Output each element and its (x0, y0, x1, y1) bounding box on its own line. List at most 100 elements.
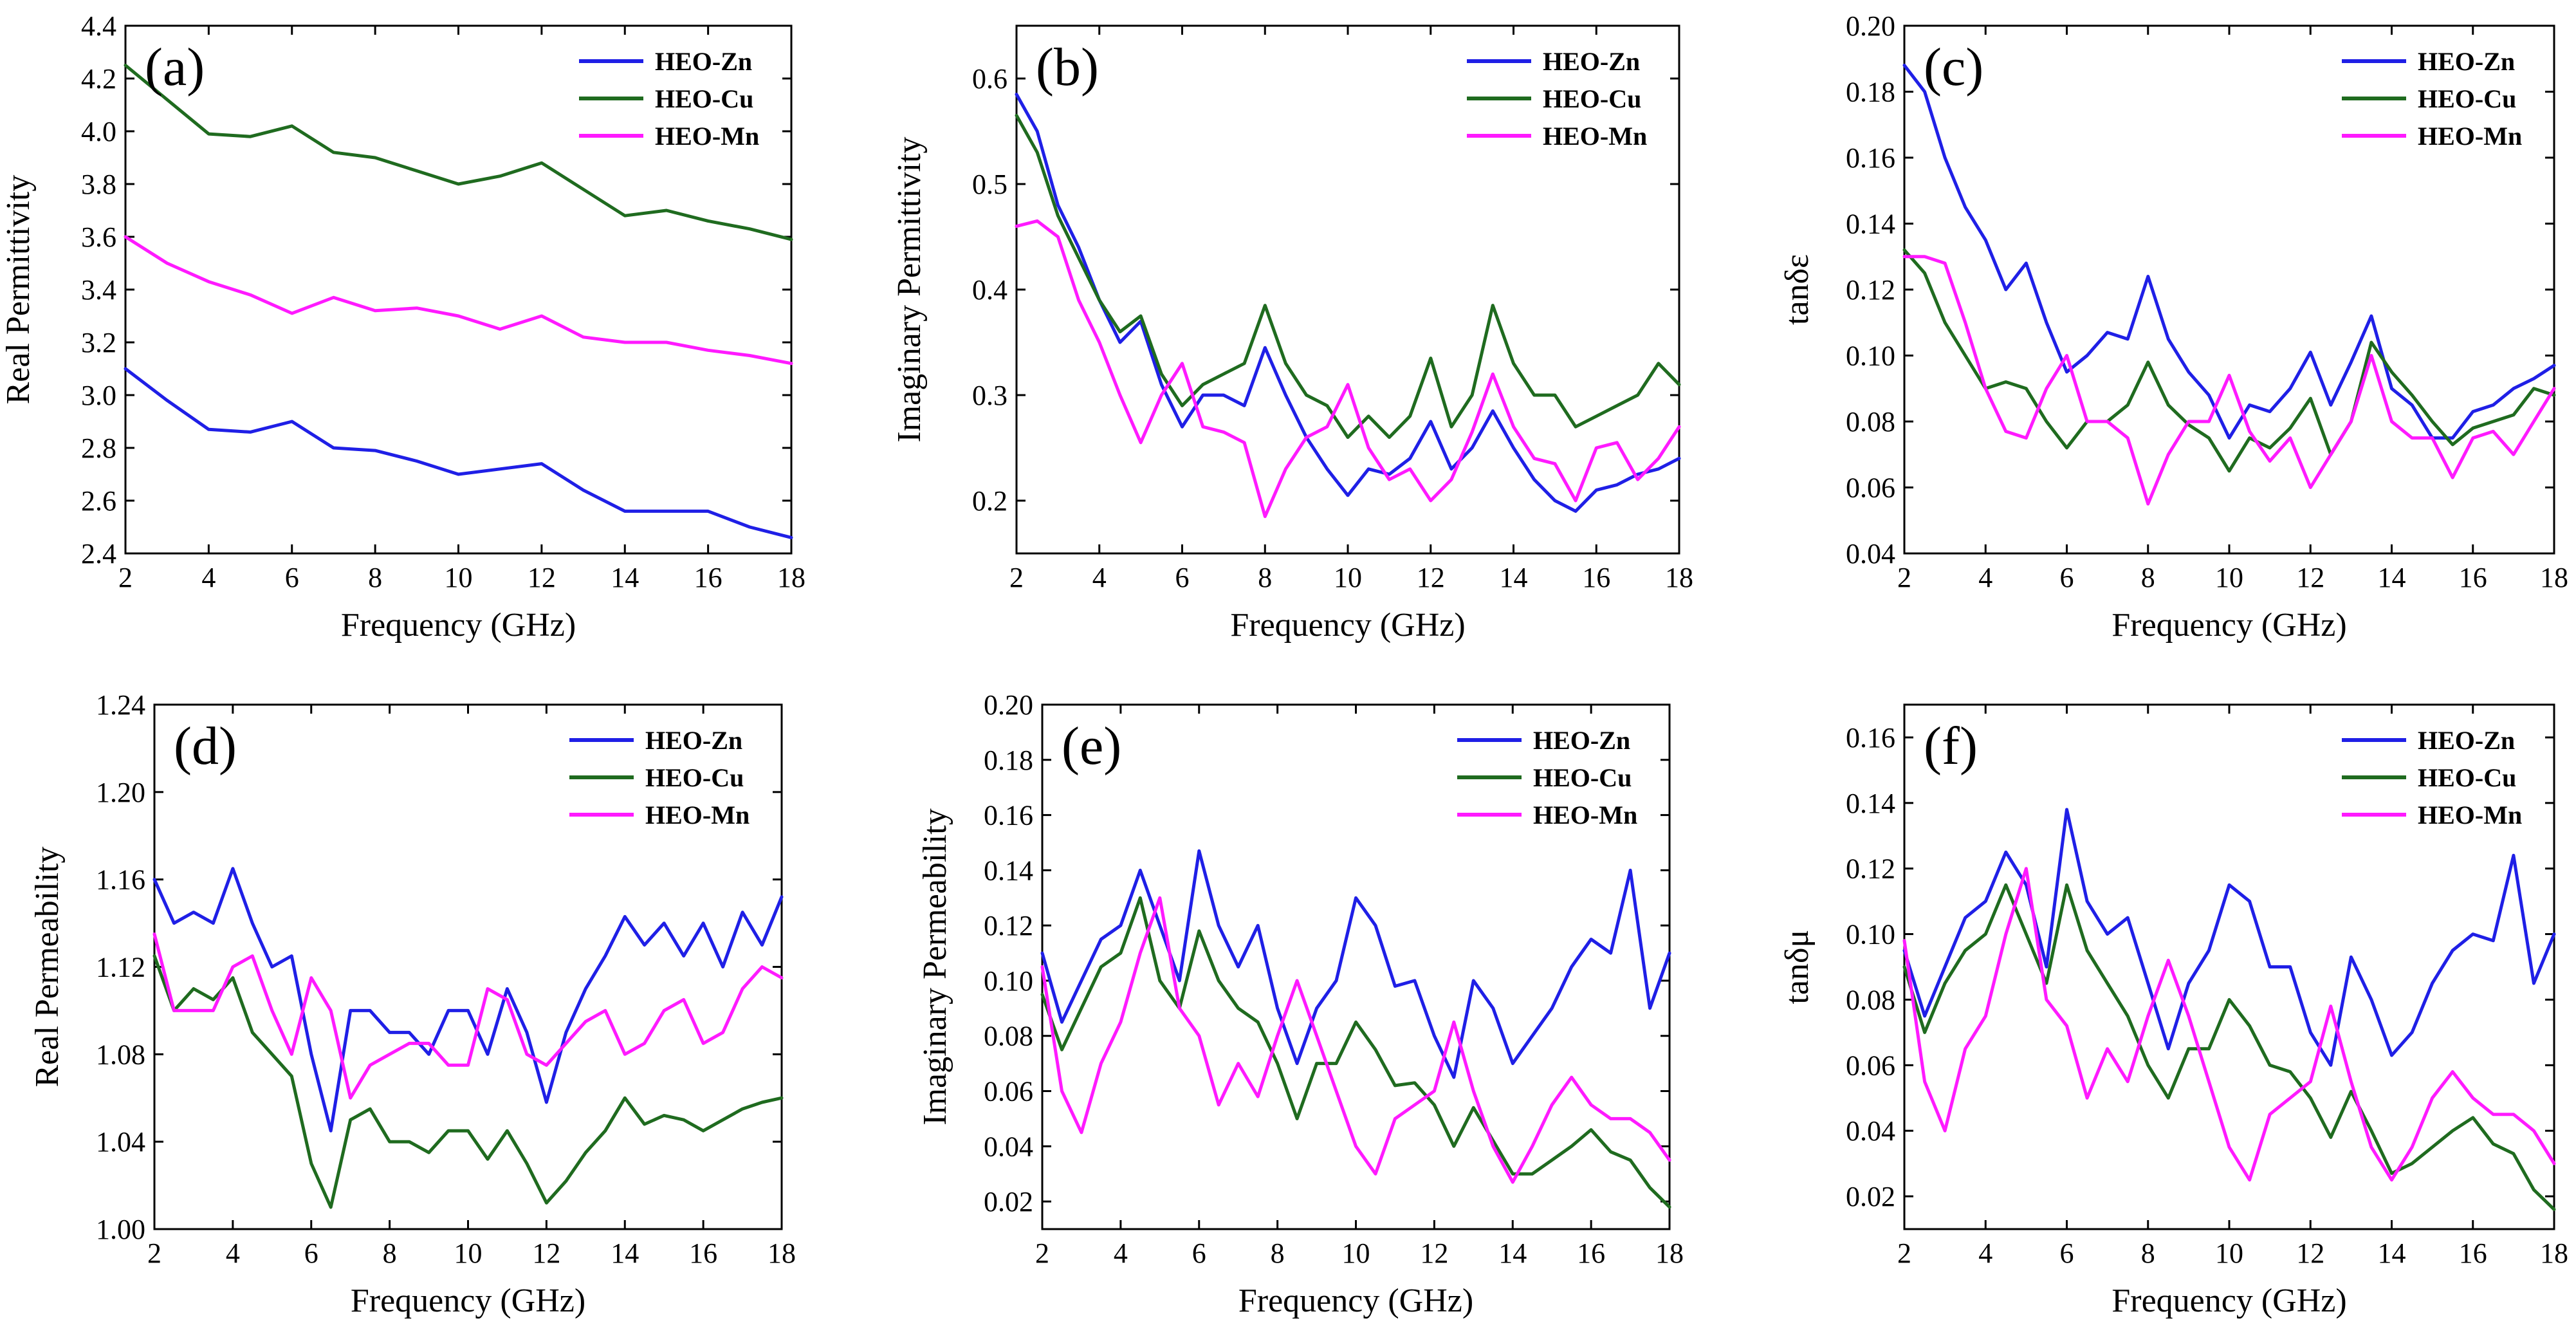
panel-label: (c) (1924, 37, 1983, 97)
y-tick-label: 0.12 (984, 910, 1033, 941)
series-line-heo-mn (1040, 896, 1671, 1184)
series-line-heo-cu (1902, 883, 2556, 1211)
y-tick-label: 0.06 (984, 1076, 1033, 1107)
x-axis-title: Frequency (GHz) (2111, 1283, 2346, 1319)
x-tick-label: 18 (1655, 1237, 1684, 1269)
chart-panel-4: 2 4 6 8 10 12 14 16 18 1.00 1.04 1.08 1.12 1.16 1.20 1.… (29, 689, 796, 1319)
x-tick-label: 4 (1978, 562, 1992, 593)
y-tick-label: 0.12 (1846, 274, 1895, 306)
series-line-heo-mn (152, 932, 784, 1100)
y-tick-label: 0.14 (1846, 208, 1895, 240)
series-line-heo-mn (1902, 867, 2556, 1182)
y-tick-label: 1.24 (96, 689, 145, 721)
x-tick-label: 18 (768, 1237, 796, 1269)
y-tick-label: 0.20 (1846, 10, 1895, 42)
series-line-heo-cu (1015, 113, 1681, 440)
x-tick-label: 18 (2540, 562, 2568, 593)
x-tick-label: 14 (611, 1237, 639, 1269)
y-tick-label: 4.0 (81, 116, 116, 147)
x-tick-label: 12 (528, 562, 556, 593)
series-line-heo-zn (124, 367, 793, 539)
x-tick-label: 16 (694, 562, 722, 593)
series-line-heo-cu (124, 64, 793, 241)
x-tick-label: 16 (1577, 1237, 1605, 1269)
x-tick-label: 10 (445, 562, 473, 593)
x-tick-label: 16 (1582, 562, 1610, 593)
x-tick-label: 2 (147, 1237, 161, 1269)
y-tick-label: 1.20 (96, 777, 145, 808)
y-tick-label: 0.2 (972, 485, 1007, 517)
x-axis-title: Frequency (GHz) (1230, 607, 1465, 644)
panel-label: (b) (1036, 37, 1099, 97)
series-line-heo-cu (1902, 248, 2556, 473)
y-tick-label: 2.4 (81, 538, 116, 570)
panel-label: (e) (1062, 716, 1121, 776)
legend-label: HEO-Mn (645, 801, 750, 829)
y-tick-label: 0.14 (1846, 788, 1895, 819)
y-tick-label: 0.08 (984, 1021, 1033, 1052)
y-tick-label: 1.12 (96, 952, 145, 983)
legend-label: HEO-Zn (2418, 47, 2515, 76)
y-tick-label: 0.06 (1846, 472, 1895, 504)
x-tick-label: 12 (1420, 1237, 1448, 1269)
x-tick-label: 14 (2378, 1237, 2406, 1269)
y-axis-title: Real Permeability (29, 846, 66, 1087)
x-tick-label: 14 (1500, 562, 1528, 593)
x-tick-label: 10 (1334, 562, 1362, 593)
x-axis-title: Frequency (GHz) (1238, 1283, 1473, 1319)
x-tick-label: 10 (454, 1237, 483, 1269)
x-tick-label: 8 (2141, 1237, 2155, 1269)
legend-label: HEO-Cu (645, 763, 744, 792)
series-line-heo-cu (152, 954, 784, 1209)
series-line-heo-cu (1040, 896, 1671, 1209)
y-tick-label: 0.08 (1846, 406, 1895, 438)
y-axis-title: tanδμ (1779, 930, 1816, 1005)
y-tick-label: 0.3 (972, 380, 1007, 411)
y-tick-label: 3.6 (81, 221, 116, 253)
series-line-heo-zn (1902, 808, 2556, 1067)
y-tick-label: 0.5 (972, 169, 1007, 200)
x-tick-label: 16 (2459, 1237, 2487, 1269)
y-tick-label: 1.16 (96, 864, 145, 896)
y-tick-label: 0.04 (1846, 538, 1895, 570)
x-tick-label: 2 (1035, 1237, 1049, 1269)
panel-label: (f) (1924, 716, 1978, 776)
y-tick-label: 0.08 (1846, 984, 1895, 1015)
y-tick-label: 0.16 (984, 800, 1033, 831)
y-tick-label: 0.18 (1846, 77, 1895, 108)
legend-label: HEO-Cu (1533, 763, 1632, 792)
x-tick-label: 8 (1271, 1237, 1285, 1269)
x-tick-label: 6 (2060, 1237, 2074, 1269)
x-tick-label: 4 (226, 1237, 240, 1269)
chart-panel-1: 2 4 6 8 10 12 14 16 18 2.4 2.6 2.8 3.0 3.2 3.4 3.6 3.8 4.… (0, 10, 805, 644)
legend-label: HEO-Cu (655, 84, 753, 113)
x-tick-label: 10 (1342, 1237, 1370, 1269)
legend-label: HEO-Mn (2418, 122, 2522, 151)
x-axis-title: Frequency (GHz) (2111, 607, 2346, 644)
x-tick-label: 6 (2060, 562, 2074, 593)
y-tick-label: 1.04 (96, 1126, 145, 1158)
x-axis-title: Frequency (GHz) (351, 1283, 585, 1319)
x-tick-label: 6 (285, 562, 299, 593)
legend-label: HEO-Mn (655, 122, 759, 151)
y-tick-label: 1.00 (96, 1214, 145, 1245)
legend-label: HEO-Zn (2418, 726, 2515, 755)
x-tick-label: 16 (2459, 562, 2487, 593)
x-tick-label: 14 (611, 562, 639, 593)
legend-label: HEO-Cu (1543, 84, 1641, 113)
y-tick-label: 1.08 (96, 1039, 145, 1070)
y-tick-label: 0.02 (984, 1186, 1033, 1218)
legend-label: HEO-Cu (2418, 763, 2516, 792)
series-line-heo-mn (1902, 255, 2556, 506)
x-tick-label: 4 (1092, 562, 1107, 593)
y-tick-label: 0.6 (972, 63, 1007, 95)
y-tick-label: 0.04 (1846, 1115, 1895, 1147)
y-tick-label: 3.0 (81, 380, 116, 411)
y-tick-label: 0.20 (984, 689, 1033, 721)
y-tick-label: 3.2 (81, 327, 116, 358)
x-tick-label: 8 (1258, 562, 1272, 593)
legend-label: HEO-Mn (2418, 801, 2522, 829)
y-axis-title: Imaginary Permittivity (891, 136, 928, 442)
y-tick-label: 0.4 (972, 274, 1007, 306)
